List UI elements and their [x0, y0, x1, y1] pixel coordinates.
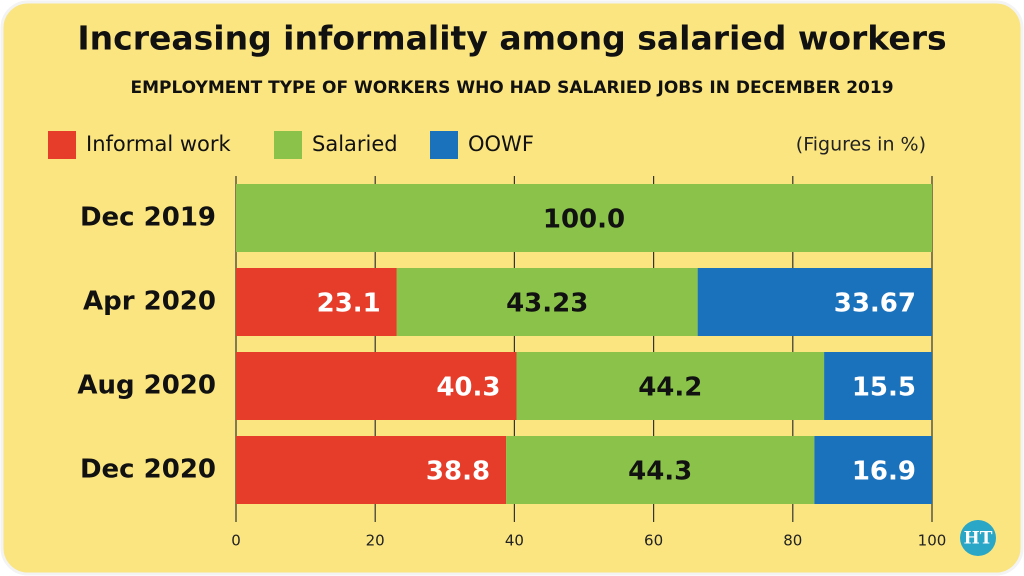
data-label: 40.3	[436, 373, 500, 403]
data-label: 100.0	[543, 205, 625, 235]
bar-segment	[516, 352, 825, 420]
category-label: Dec 2020	[80, 455, 216, 485]
bar-segment	[396, 268, 698, 336]
x-tick-label: 100	[918, 532, 947, 550]
x-tick-label: 0	[231, 532, 241, 550]
data-label: 44.2	[638, 373, 702, 403]
data-label: 15.5	[852, 373, 916, 403]
x-tick-label: 20	[366, 532, 385, 550]
category-label: Aug 2020	[77, 371, 216, 401]
chart-title: Increasing informality among salaried wo…	[77, 19, 946, 58]
category-label: Dec 2019	[80, 203, 216, 233]
legend-swatch	[430, 131, 458, 159]
bar-segment	[824, 352, 932, 420]
data-label: 38.8	[426, 457, 490, 487]
legend-label: Salaried	[312, 132, 398, 156]
bar-segment	[814, 436, 932, 504]
x-tick-label: 80	[783, 532, 802, 550]
data-label: 44.3	[628, 457, 692, 487]
x-tick-label: 40	[505, 532, 524, 550]
data-label: 43.23	[506, 289, 588, 319]
bar-segment	[697, 268, 932, 336]
legend-label: Informal work	[86, 132, 232, 156]
annotation: (Figures in %)	[796, 134, 926, 156]
x-tick-label: 60	[644, 532, 663, 550]
legend-label: OOWF	[468, 132, 534, 156]
bar-segment	[236, 184, 932, 252]
bar-segment	[236, 352, 517, 420]
logo: HT	[964, 529, 993, 549]
bar-segment	[236, 268, 397, 336]
chart-subtitle: EMPLOYMENT TYPE OF WORKERS WHO HAD SALAR…	[130, 78, 893, 98]
bar-segment	[506, 436, 815, 504]
category-label: Apr 2020	[83, 287, 216, 317]
bar-segment	[236, 436, 507, 504]
legend-swatch	[48, 131, 76, 159]
data-label: 23.1	[317, 289, 381, 319]
data-label: 16.9	[852, 457, 916, 487]
logo-badge	[960, 520, 996, 556]
data-label: 33.67	[834, 289, 916, 319]
legend-swatch	[274, 131, 302, 159]
